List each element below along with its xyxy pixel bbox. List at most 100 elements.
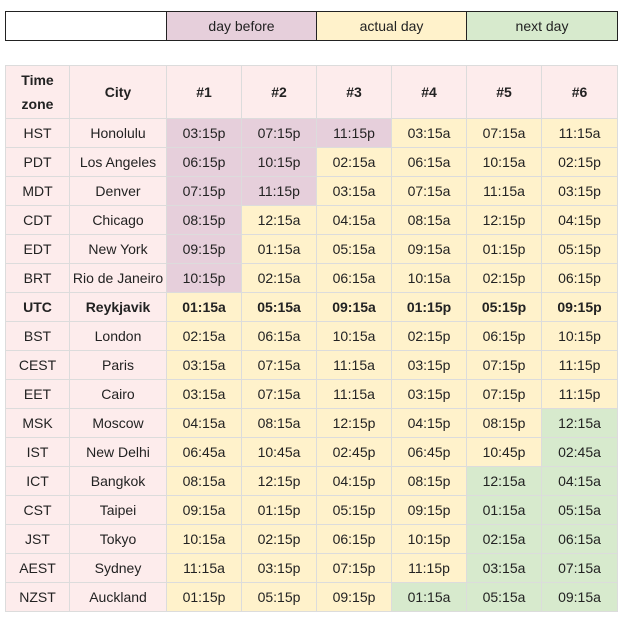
- table-row: IST New Delhi 06:45a 10:45a 02:45p 06:45p 10:4…: [5, 437, 618, 467]
- time-cell: 10:45a: [241, 437, 317, 467]
- city-cell: New Delhi: [69, 437, 167, 467]
- time-cell: 08:15a: [241, 408, 317, 438]
- city-cell: Taipei: [69, 495, 167, 525]
- time-zone-cell: EET: [5, 379, 70, 409]
- time-cell: 01:15a: [166, 292, 242, 322]
- time-cell: 03:15p: [241, 553, 317, 583]
- city-cell: Rio de Janeiro: [69, 263, 167, 293]
- time-cell: 08:15a: [166, 466, 242, 496]
- time-cell: 07:15a: [466, 118, 542, 148]
- time-cell: 11:15a: [541, 118, 618, 148]
- time-cell: 03:15p: [541, 176, 618, 206]
- time-cell: 06:15a: [541, 524, 618, 554]
- table-row: CEST Paris 03:15a 07:15a 11:15a 03:15p 07:15p 1…: [5, 350, 618, 380]
- time-cell: 05:15p: [241, 582, 317, 612]
- city-cell: London: [69, 321, 167, 351]
- time-cell: 10:15a: [391, 263, 467, 293]
- time-cell: 12:15p: [316, 408, 392, 438]
- time-cell: 04:15p: [391, 408, 467, 438]
- header-city: City: [69, 65, 167, 119]
- time-cell: 03:15p: [391, 379, 467, 409]
- time-cell: 04:15p: [541, 205, 618, 235]
- city-cell: Paris: [69, 350, 167, 380]
- time-zone-cell: MSK: [5, 408, 70, 438]
- time-cell: 03:15p: [391, 350, 467, 380]
- time-cell: 05:15a: [466, 582, 542, 612]
- time-cell: 09:15a: [166, 495, 242, 525]
- time-cell: 02:15p: [466, 263, 542, 293]
- time-cell: 04:15a: [541, 466, 618, 496]
- timezone-schedule-table: Time zone City #1 #2 #3 #4 #5 #6 HST Hono…: [5, 65, 618, 612]
- time-cell: 11:15a: [166, 553, 242, 583]
- time-cell: 09:15a: [316, 292, 392, 322]
- time-zone-cell: NZST: [5, 582, 70, 612]
- time-cell: 02:15p: [391, 321, 467, 351]
- time-zone-cell: CST: [5, 495, 70, 525]
- time-cell: 05:15a: [316, 234, 392, 264]
- time-cell: 06:45a: [166, 437, 242, 467]
- time-cell: 07:15a: [241, 379, 317, 409]
- time-cell: 07:15p: [166, 176, 242, 206]
- time-zone-cell: HST: [5, 118, 70, 148]
- time-cell: 09:15a: [391, 234, 467, 264]
- time-cell: 07:15p: [241, 118, 317, 148]
- time-cell: 10:15p: [391, 524, 467, 554]
- time-cell: 01:15a: [391, 582, 467, 612]
- table-row: MSK Moscow 04:15a 08:15a 12:15p 04:15p 08:15p 1…: [5, 408, 618, 438]
- time-cell: 07:15a: [391, 176, 467, 206]
- time-cell: 06:45p: [391, 437, 467, 467]
- city-cell: Bangkok: [69, 466, 167, 496]
- schedule-body: HST Honolulu 03:15p 07:15p 11:15p 03:15a 07:15…: [5, 118, 618, 612]
- table-row: NZST Auckland 01:15p 05:15p 09:15p 01:15a 05:1…: [5, 582, 618, 612]
- time-cell: 03:15a: [316, 176, 392, 206]
- time-cell: 08:15a: [391, 205, 467, 235]
- time-cell: 03:15a: [166, 350, 242, 380]
- city-cell: Cairo: [69, 379, 167, 409]
- table-row: ICT Bangkok 08:15a 12:15p 04:15p 08:15p 12:15a…: [5, 466, 618, 496]
- time-zone-cell: AEST: [5, 553, 70, 583]
- city-cell: Sydney: [69, 553, 167, 583]
- city-cell: Denver: [69, 176, 167, 206]
- time-cell: 05:15p: [316, 495, 392, 525]
- time-cell: 12:15a: [541, 408, 618, 438]
- time-cell: 09:15p: [541, 292, 618, 322]
- time-cell: 11:15a: [316, 350, 392, 380]
- time-cell: 04:15a: [316, 205, 392, 235]
- time-cell: 10:15a: [466, 147, 542, 177]
- time-cell: 12:15p: [241, 466, 317, 496]
- legend-table: day before actual day next day: [5, 11, 618, 41]
- city-cell: Chicago: [69, 205, 167, 235]
- time-cell: 10:15p: [541, 321, 618, 351]
- time-cell: 11:15p: [391, 553, 467, 583]
- header-row: Time zone City #1 #2 #3 #4 #5 #6: [5, 65, 618, 119]
- header-slot-5: #5: [466, 65, 542, 119]
- city-cell: Moscow: [69, 408, 167, 438]
- legend-blank-cell: [5, 11, 167, 41]
- time-cell: 05:15a: [241, 292, 317, 322]
- time-cell: 02:15a: [166, 321, 242, 351]
- time-cell: 06:15a: [241, 321, 317, 351]
- time-cell: 10:15p: [241, 147, 317, 177]
- time-cell: 05:15a: [541, 495, 618, 525]
- header-slot-3: #3: [316, 65, 392, 119]
- table-row: UTC Reykjavik 01:15a 05:15a 09:15a 01:15p 05:1…: [5, 292, 618, 322]
- time-cell: 08:15p: [166, 205, 242, 235]
- time-zone-cell: EDT: [5, 234, 70, 264]
- time-cell: 10:45p: [466, 437, 542, 467]
- time-cell: 06:15p: [316, 524, 392, 554]
- table-row: PDT Los Angeles 06:15p 10:15p 02:15a 06:15a 10…: [5, 147, 618, 177]
- time-cell: 11:15a: [316, 379, 392, 409]
- time-cell: 11:15p: [541, 350, 618, 380]
- time-cell: 12:15a: [241, 205, 317, 235]
- time-cell: 11:15a: [466, 176, 542, 206]
- time-cell: 10:15a: [316, 321, 392, 351]
- header-time-zone: Time zone: [5, 65, 70, 119]
- time-cell: 05:15p: [541, 234, 618, 264]
- table-row: BRT Rio de Janeiro 10:15p 02:15a 06:15a 10:15…: [5, 263, 618, 293]
- time-cell: 11:15p: [241, 176, 317, 206]
- time-cell: 09:15a: [541, 582, 618, 612]
- table-row: AEST Sydney 11:15a 03:15p 07:15p 11:15p 03:15a…: [5, 553, 618, 583]
- table-row: CST Taipei 09:15a 01:15p 05:15p 09:15p 01:15a 0…: [5, 495, 618, 525]
- city-cell: New York: [69, 234, 167, 264]
- time-cell: 11:15p: [316, 118, 392, 148]
